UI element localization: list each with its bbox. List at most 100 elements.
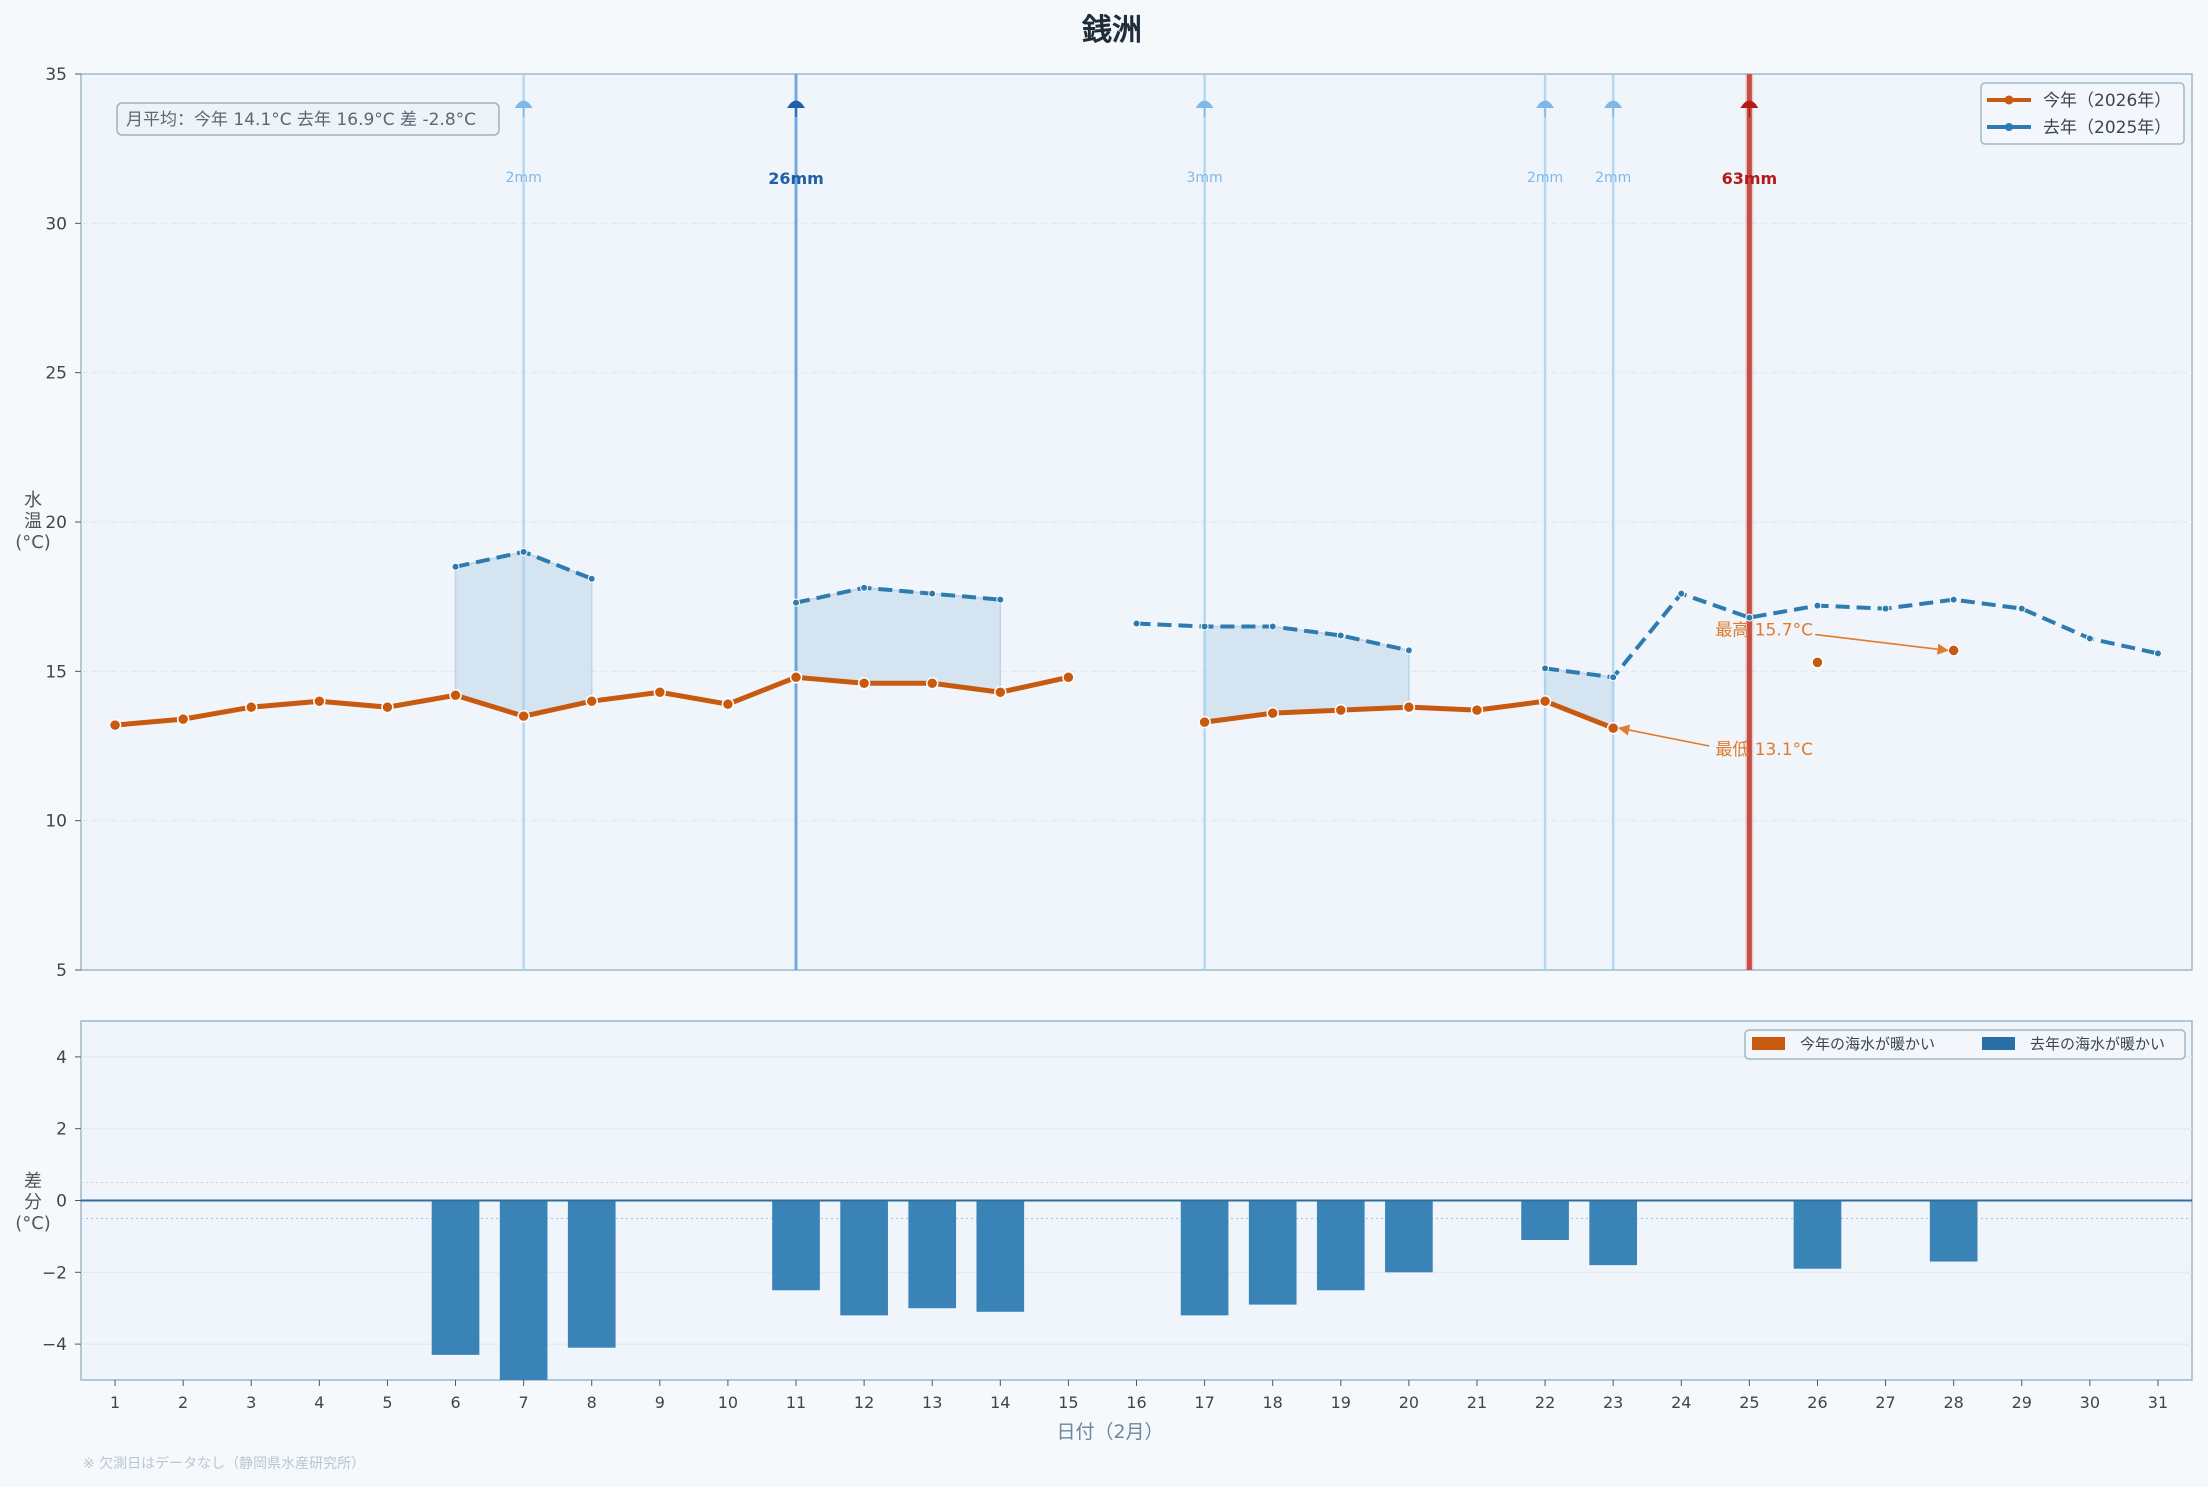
difference-bar	[772, 1200, 820, 1291]
this-year-point	[313, 694, 326, 708]
x-tick-label: 14	[990, 1393, 1010, 1412]
difference-legend: 今年の海水が暖かい 去年の海水が暖かい	[1744, 1029, 2186, 1060]
x-tick-label: 27	[1875, 1393, 1895, 1412]
y-tick-label: 5	[56, 961, 67, 981]
difference-bars	[81, 1199, 2192, 1380]
this-year-point	[789, 671, 803, 684]
y-tick-label: 15	[45, 662, 67, 682]
y-tick-label: 30	[45, 214, 67, 234]
rain-amount-label: 2mm	[506, 170, 542, 186]
last-year-point	[1200, 622, 1209, 631]
difference-bar	[976, 1200, 1025, 1312]
this-year-point	[653, 685, 667, 699]
x-tick-label: 22	[1535, 1393, 1555, 1412]
rain-amount-label: 2mm	[1527, 170, 1563, 186]
difference-bar	[1589, 1200, 1638, 1266]
y-tick-label: 20	[45, 513, 67, 533]
y-tick-label: 4	[56, 1048, 67, 1068]
annotation-arrow	[1815, 633, 1949, 655]
last-year-point	[860, 583, 869, 592]
difference-bar	[1180, 1200, 1229, 1316]
umbrella-icon	[1604, 100, 1623, 117]
x-tick-label: 17	[1194, 1393, 1214, 1412]
last-year-point	[1813, 601, 1822, 610]
y-tick-label: 0	[56, 1192, 67, 1212]
this-year-point	[925, 677, 939, 690]
x-tick-label: 2	[178, 1393, 188, 1412]
annotation-label: 最低 13.1°C	[1715, 740, 1813, 760]
x-tick-label: 3	[246, 1393, 256, 1412]
this-year-point	[1538, 694, 1552, 708]
legend-last-year: 去年（2025年）	[2043, 118, 2171, 138]
annotation-arrow	[1618, 724, 1710, 747]
difference-y-axis: −4 −2 0 2 4	[42, 1048, 81, 1355]
temperature-grid	[81, 222, 2192, 822]
this-year-point	[1402, 700, 1416, 714]
difference-bar	[1929, 1200, 1978, 1262]
legend-last-year-warmer: 去年の海水が暖かい	[2030, 1035, 2165, 1053]
y-tick-label: −2	[42, 1263, 67, 1283]
umbrella-canopy	[1740, 100, 1759, 108]
last-year-point	[1745, 613, 1754, 622]
this-year-point	[1062, 671, 1075, 684]
umbrella-icon	[1740, 100, 1759, 117]
difference-bar	[499, 1200, 548, 1380]
x-tick-label: 7	[519, 1393, 529, 1412]
umbrella-canopy	[514, 100, 533, 108]
temperature-points	[108, 547, 2162, 735]
difference-fill	[795, 586, 1002, 694]
x-tick-label: 20	[1399, 1393, 1419, 1412]
x-tick-label: 16	[1126, 1393, 1146, 1412]
last-year-point	[1881, 604, 1890, 613]
x-tick-label: 1	[110, 1393, 120, 1412]
x-tick-label: 15	[1058, 1393, 1078, 1412]
x-tick-label: 5	[382, 1393, 392, 1412]
x-tick-label: 9	[655, 1393, 665, 1412]
y-tick-label: 35	[45, 65, 67, 85]
rain-amount-label: 63mm	[1722, 169, 1778, 188]
difference-y-axis-label: 差分(°C)	[15, 1171, 51, 1234]
rain-amount-label: 2mm	[1595, 170, 1631, 186]
this-year-point	[857, 677, 871, 690]
last-year-point	[1949, 595, 1958, 604]
difference-bar	[1521, 1200, 1569, 1240]
this-year-point	[721, 697, 735, 711]
x-tick-label: 29	[2012, 1393, 2032, 1412]
last-year-point	[996, 595, 1005, 604]
x-tick-label: 11	[786, 1393, 806, 1412]
last-year-point	[2017, 604, 2026, 613]
rain-amount-label: 3mm	[1187, 170, 1223, 186]
legend-this-year-warmer: 今年の海水が暖かい	[1800, 1035, 1935, 1053]
x-axis-label: 日付（2月）	[1056, 1421, 1163, 1443]
x-tick-label: 6	[450, 1393, 460, 1412]
footnote: ※ 欠測日はデータなし（静岡県水産研究所）	[83, 1455, 365, 1472]
this-year-point	[1811, 656, 1824, 669]
this-year-point	[585, 694, 598, 708]
this-year-point	[1470, 703, 1484, 717]
umbrella-canopy	[1195, 100, 1214, 108]
this-year-point	[1606, 721, 1620, 735]
difference-bar	[1316, 1200, 1365, 1291]
this-year-point	[1198, 715, 1211, 729]
y-tick-label: 2	[56, 1120, 67, 1140]
temperature-legend: 今年（2026年） 去年（2025年）	[1980, 82, 2185, 145]
monthly-average-box: 月平均：今年 14.1°C 去年 16.9°C 差 -2.8°C	[116, 102, 500, 136]
last-year-point	[928, 589, 937, 598]
this-year-point	[1266, 706, 1279, 720]
difference-bar	[1248, 1200, 1297, 1305]
y-tick-label: −4	[42, 1335, 67, 1355]
rain-amount-label: 26mm	[768, 169, 824, 188]
y-tick-label: 10	[45, 812, 67, 832]
difference-bar	[567, 1200, 616, 1348]
last-year-point	[519, 547, 528, 556]
x-tick-label: 19	[1331, 1393, 1351, 1412]
last-year-point	[1677, 589, 1686, 598]
x-tick-label: 12	[854, 1393, 874, 1412]
this-year-point	[108, 718, 122, 732]
monthly-average-text: 月平均：今年 14.1°C 去年 16.9°C 差 -2.8°C	[126, 110, 476, 130]
last-year-point	[792, 598, 801, 607]
difference-bar	[1385, 1200, 1433, 1273]
last-year-point	[1336, 631, 1345, 640]
this-year-point	[449, 688, 462, 702]
